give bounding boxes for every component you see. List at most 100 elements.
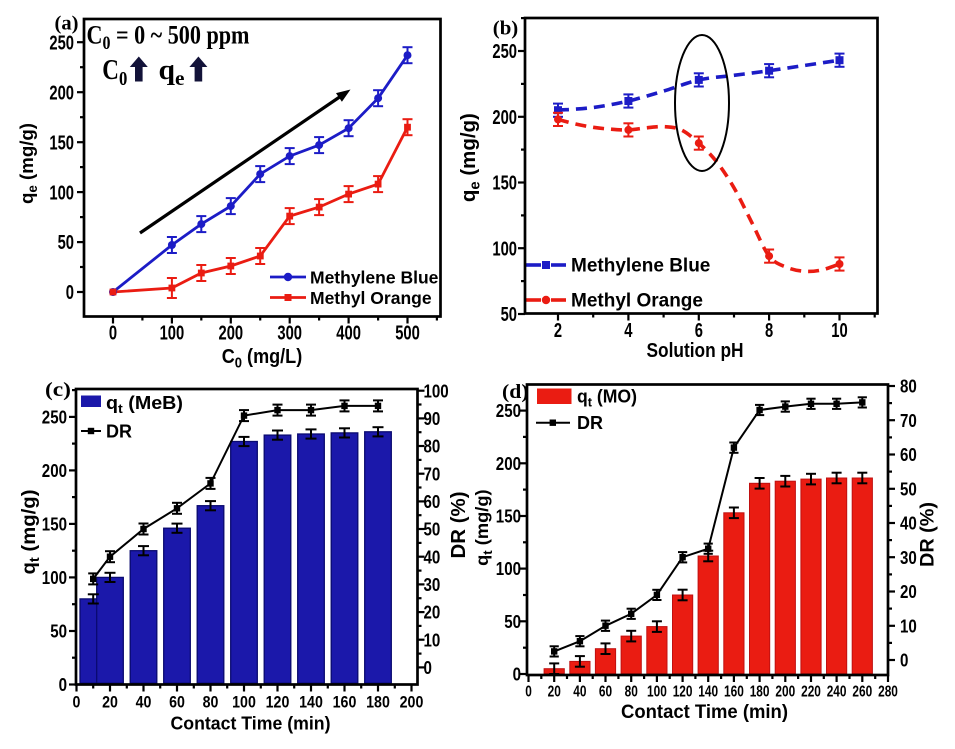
svg-text:qe: qe xyxy=(159,55,185,90)
svg-text:150: 150 xyxy=(42,515,67,535)
svg-text:0: 0 xyxy=(513,665,521,685)
svg-text:80: 80 xyxy=(424,437,441,457)
svg-text:100: 100 xyxy=(49,182,74,204)
svg-text:30: 30 xyxy=(900,548,917,568)
svg-text:DR: DR xyxy=(577,413,603,433)
svg-text:10: 10 xyxy=(831,320,847,342)
svg-text:200: 200 xyxy=(492,107,517,129)
svg-text:Methyl Orange: Methyl Orange xyxy=(310,288,432,308)
svg-text:DR: DR xyxy=(106,422,132,442)
svg-text:0: 0 xyxy=(109,323,117,345)
svg-text:20: 20 xyxy=(102,692,118,711)
svg-text:(a): (a) xyxy=(55,14,79,35)
svg-text:DR (%): DR (%) xyxy=(917,502,939,567)
svg-text:100: 100 xyxy=(492,238,517,260)
svg-text:120: 120 xyxy=(266,692,290,711)
svg-text:0: 0 xyxy=(525,684,532,701)
svg-text:70: 70 xyxy=(900,411,917,431)
svg-text:250: 250 xyxy=(496,401,521,421)
svg-text:100: 100 xyxy=(42,568,67,588)
svg-text:50: 50 xyxy=(58,232,74,254)
svg-text:30: 30 xyxy=(424,575,441,595)
svg-text:100: 100 xyxy=(496,559,521,579)
svg-text:C0 (mg/L): C0 (mg/L) xyxy=(222,346,303,372)
svg-text:50: 50 xyxy=(50,622,67,642)
svg-text:Methylene Blue: Methylene Blue xyxy=(571,256,710,277)
svg-text:50: 50 xyxy=(504,612,521,632)
svg-text:100: 100 xyxy=(424,381,449,401)
svg-text:60: 60 xyxy=(169,692,185,711)
svg-text:100: 100 xyxy=(232,692,256,711)
svg-text:160: 160 xyxy=(333,692,357,711)
svg-text:140: 140 xyxy=(299,692,323,711)
svg-text:0: 0 xyxy=(59,675,67,695)
svg-text:250: 250 xyxy=(42,408,67,428)
svg-text:10: 10 xyxy=(900,616,917,636)
svg-text:250: 250 xyxy=(492,41,517,63)
svg-text:50: 50 xyxy=(501,304,517,326)
svg-text:150: 150 xyxy=(492,173,517,195)
svg-text:200: 200 xyxy=(775,684,795,701)
svg-text:160: 160 xyxy=(724,684,744,701)
svg-text:70: 70 xyxy=(424,464,441,484)
svg-text:140: 140 xyxy=(698,684,718,701)
svg-text:120: 120 xyxy=(673,684,693,701)
svg-text:80: 80 xyxy=(900,377,917,397)
svg-text:50: 50 xyxy=(424,520,441,540)
svg-text:40: 40 xyxy=(424,547,441,567)
svg-text:220: 220 xyxy=(801,684,821,701)
svg-text:500: 500 xyxy=(395,323,420,345)
svg-text:60: 60 xyxy=(900,445,917,465)
svg-text:0: 0 xyxy=(66,282,74,304)
svg-text:0: 0 xyxy=(900,651,908,671)
svg-text:qt (MO): qt (MO) xyxy=(577,387,637,410)
svg-text:(c): (c) xyxy=(45,380,71,401)
svg-text:200: 200 xyxy=(49,82,74,104)
svg-text:6: 6 xyxy=(695,320,703,342)
svg-text:40: 40 xyxy=(136,692,152,711)
svg-text:50: 50 xyxy=(900,479,917,499)
svg-text:Contact Time (min): Contact Time (min) xyxy=(621,702,788,723)
svg-text:Methyl Orange: Methyl Orange xyxy=(571,291,703,312)
svg-text:40: 40 xyxy=(900,514,917,534)
svg-text:180: 180 xyxy=(366,692,390,711)
svg-text:100: 100 xyxy=(647,684,667,701)
svg-text:2: 2 xyxy=(554,320,562,342)
svg-text:Contact Time (min): Contact Time (min) xyxy=(171,714,331,734)
svg-text:300: 300 xyxy=(277,323,302,345)
svg-text:80: 80 xyxy=(203,692,219,711)
svg-text:Methylene Blue: Methylene Blue xyxy=(310,268,439,288)
svg-text:20: 20 xyxy=(900,582,917,602)
svg-text:200: 200 xyxy=(219,323,244,345)
svg-text:400: 400 xyxy=(336,323,361,345)
svg-text:60: 60 xyxy=(599,684,612,701)
svg-text:200: 200 xyxy=(42,461,67,481)
svg-text:40: 40 xyxy=(573,684,586,701)
svg-text:0: 0 xyxy=(424,658,432,678)
svg-text:150: 150 xyxy=(49,132,74,154)
svg-text:260: 260 xyxy=(852,684,872,701)
svg-text:150: 150 xyxy=(496,507,521,527)
svg-text:qt (MeB): qt (MeB) xyxy=(106,393,183,416)
svg-text:90: 90 xyxy=(424,409,441,429)
svg-text:60: 60 xyxy=(424,492,441,512)
svg-text:0: 0 xyxy=(73,692,81,711)
svg-text:200: 200 xyxy=(496,454,521,474)
svg-text:250: 250 xyxy=(49,33,74,55)
svg-text:4: 4 xyxy=(624,320,633,342)
svg-text:200: 200 xyxy=(400,692,424,711)
svg-text:20: 20 xyxy=(548,684,561,701)
svg-text:80: 80 xyxy=(625,684,638,701)
svg-text:240: 240 xyxy=(827,684,847,701)
svg-text:(d): (d) xyxy=(502,382,529,403)
svg-text:10: 10 xyxy=(424,630,441,650)
svg-text:DR (%): DR (%) xyxy=(448,492,470,559)
svg-text:Solution pH: Solution pH xyxy=(647,340,744,362)
svg-text:qt (mg/g): qt (mg/g) xyxy=(472,489,495,566)
svg-text:180: 180 xyxy=(750,684,770,701)
svg-text:C0 = 0 ~ 500 ppm: C0 = 0 ~ 500 ppm xyxy=(87,21,250,55)
svg-text:280: 280 xyxy=(878,684,898,701)
svg-text:20: 20 xyxy=(424,603,441,623)
svg-text:(b): (b) xyxy=(493,19,519,40)
svg-text:8: 8 xyxy=(765,320,773,342)
